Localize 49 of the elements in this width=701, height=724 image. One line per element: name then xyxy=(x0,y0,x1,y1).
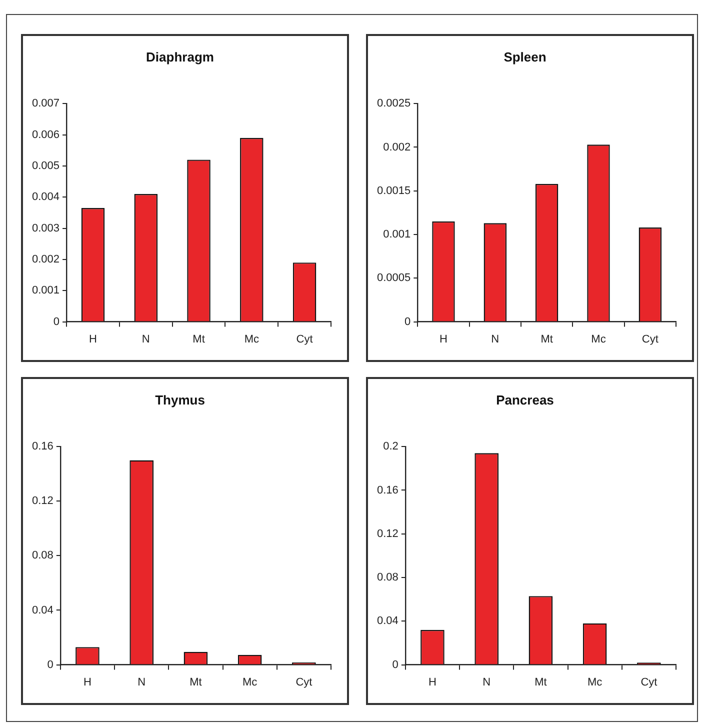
y-tick-label: 0.04 xyxy=(32,604,54,616)
x-tick-label: H xyxy=(428,676,436,688)
y-tick-label: 0.08 xyxy=(376,572,398,584)
y-tick-label: 0.04 xyxy=(376,615,398,628)
y-tick-label: 0.12 xyxy=(32,495,54,508)
y-tick-label: 0.004 xyxy=(32,191,60,204)
y-tick-label: 0.003 xyxy=(32,222,60,234)
x-tick-label: N xyxy=(491,333,500,346)
chart-title: Spleen xyxy=(504,49,546,64)
chart-title: Diaphragm xyxy=(146,49,214,64)
y-tick-label: 0 xyxy=(392,658,398,671)
y-tick-label: 0.0015 xyxy=(376,184,411,197)
x-tick-label: N xyxy=(142,333,150,346)
y-tick-label: 0.08 xyxy=(32,550,54,562)
y-tick-label: 0.16 xyxy=(32,440,54,453)
x-tick-label: Mt xyxy=(540,333,553,346)
x-tick-label: H xyxy=(83,676,92,688)
y-tick-label: 0.007 xyxy=(32,98,60,110)
x-tick-label: Mc xyxy=(591,333,606,346)
x-tick-label: Cyt xyxy=(640,676,658,688)
chart-title: Thymus xyxy=(155,392,205,408)
y-tick-label: 0.002 xyxy=(383,141,411,154)
x-tick-label: Cyt xyxy=(296,676,312,688)
x-tick-label: Cyt xyxy=(296,333,313,346)
x-tick-label: Mt xyxy=(190,676,202,688)
x-tick-label: Mc xyxy=(242,676,258,688)
y-tick-label: 0.0005 xyxy=(376,272,411,284)
x-tick-label: Mt xyxy=(192,333,205,346)
y-tick-label: 0.2 xyxy=(383,440,398,453)
y-tick-label: 0.001 xyxy=(383,228,411,241)
y-tick-label: 0.006 xyxy=(32,128,60,141)
x-tick-label: N xyxy=(482,676,491,688)
y-tick-label: 0 xyxy=(53,316,60,328)
y-tick-label: 0.12 xyxy=(376,528,398,540)
chart-title: Pancreas xyxy=(496,392,554,408)
x-tick-label: H xyxy=(440,333,448,346)
x-tick-label: H xyxy=(89,333,97,346)
y-tick-label: 0.0025 xyxy=(376,98,411,110)
x-tick-label: Mc xyxy=(587,676,603,688)
y-tick-label: 0.002 xyxy=(32,253,60,266)
x-tick-label: N xyxy=(138,676,146,688)
y-tick-label: 0 xyxy=(404,316,411,328)
y-tick-label: 0.16 xyxy=(376,484,398,496)
x-tick-label: Cyt xyxy=(642,333,658,346)
y-tick-label: 0 xyxy=(47,658,54,671)
y-tick-label: 0.001 xyxy=(32,284,60,297)
x-tick-label: Mc xyxy=(244,333,260,346)
x-tick-label: Mt xyxy=(534,676,547,688)
y-tick-label: 0.005 xyxy=(32,160,60,172)
